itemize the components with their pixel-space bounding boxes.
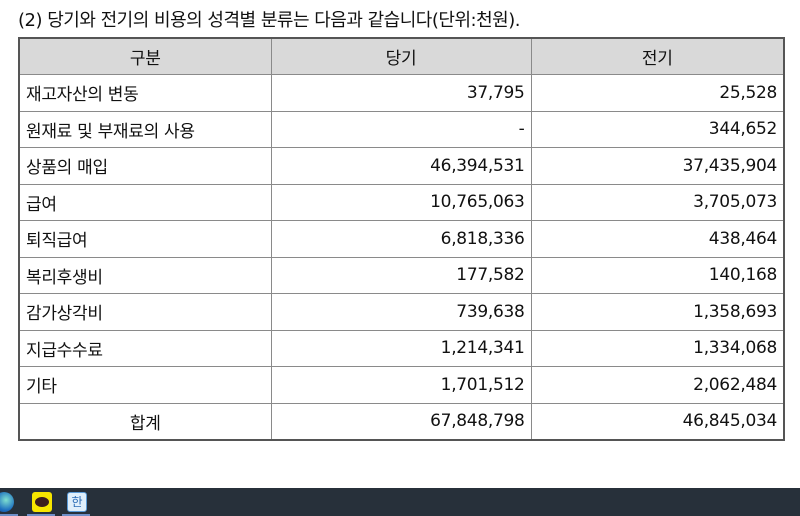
section-title: (2) 당기와 전기의 비용의 성격별 분류는 다음과 같습니다(단위:천원).: [18, 10, 520, 31]
row-prior-value: 37,435,904: [530, 147, 785, 185]
hangul-logo-text: 한: [71, 495, 83, 509]
row-prior-value: 1,358,693: [530, 293, 785, 331]
row-label: 원재료 및 부재료의 사용: [18, 110, 272, 148]
row-current-value: 177,582: [270, 256, 532, 294]
row-current-value: 37,795: [270, 74, 532, 112]
row-label: 기타: [18, 366, 272, 404]
hangul-word-processor-icon[interactable]: 한: [67, 492, 87, 512]
total-current: 67,848,798: [270, 402, 532, 440]
table-row: 복리후생비 177,582 140,168: [18, 256, 785, 294]
edge-browser-icon[interactable]: [0, 492, 14, 512]
header-prior-period: 전기: [530, 37, 785, 75]
row-label: 퇴직급여: [18, 220, 272, 258]
total-prior: 46,845,034: [530, 402, 785, 440]
row-label: 감가상각비: [18, 293, 272, 331]
row-prior-value: 2,062,484: [530, 366, 785, 404]
row-prior-value: 438,464: [530, 220, 785, 258]
table-row: 재고자산의 변동 37,795 25,528: [18, 74, 785, 112]
row-prior-value: 344,652: [530, 110, 785, 148]
table-row: 지급수수료 1,214,341 1,334,068: [18, 329, 785, 367]
row-prior-value: 140,168: [530, 256, 785, 294]
table-row: 감가상각비 739,638 1,358,693: [18, 293, 785, 331]
table-row: 퇴직급여 6,818,336 438,464: [18, 220, 785, 258]
table-row: 원재료 및 부재료의 사용 -344,652: [18, 110, 785, 148]
row-label: 재고자산의 변동: [18, 74, 272, 112]
table-row: 상품의 매입 46,394,531 37,435,904: [18, 147, 785, 185]
header-current-period: 당기: [270, 37, 532, 75]
expense-classification-table: 구분 당기 전기 재고자산의 변동 37,795 25,528 원재료 및 부재료의 …: [18, 37, 785, 441]
row-current-value: 6,818,336: [270, 220, 532, 258]
row-label: 급여: [18, 183, 272, 221]
row-label: 복리후생비: [18, 256, 272, 294]
row-current-value: 10,765,063: [270, 183, 532, 221]
row-current-value: 1,701,512: [270, 366, 532, 404]
total-row: 합계 67,848,798 46,845,034: [18, 402, 785, 440]
table-row: 기타 1,701,512 2,062,484: [18, 366, 785, 404]
kakaotalk-icon[interactable]: [32, 492, 52, 512]
row-prior-value: 1,334,068: [530, 329, 785, 367]
row-label: 상품의 매입: [18, 147, 272, 185]
row-prior-value: 25,528: [530, 74, 785, 112]
row-label: 지급수수료: [18, 329, 272, 367]
table-header-row: 구분 당기 전기: [18, 37, 785, 75]
row-prior-value: 3,705,073: [530, 183, 785, 221]
row-current-value: 1,214,341: [270, 329, 532, 367]
total-label: 합계: [18, 402, 272, 440]
taskbar: 한: [0, 488, 800, 516]
row-current-value: -: [270, 110, 532, 148]
row-current-value: 46,394,531: [270, 147, 532, 185]
header-category: 구분: [18, 37, 272, 75]
table-row: 급여 10,765,063 3,705,073: [18, 183, 785, 221]
row-current-value: 739,638: [270, 293, 532, 331]
